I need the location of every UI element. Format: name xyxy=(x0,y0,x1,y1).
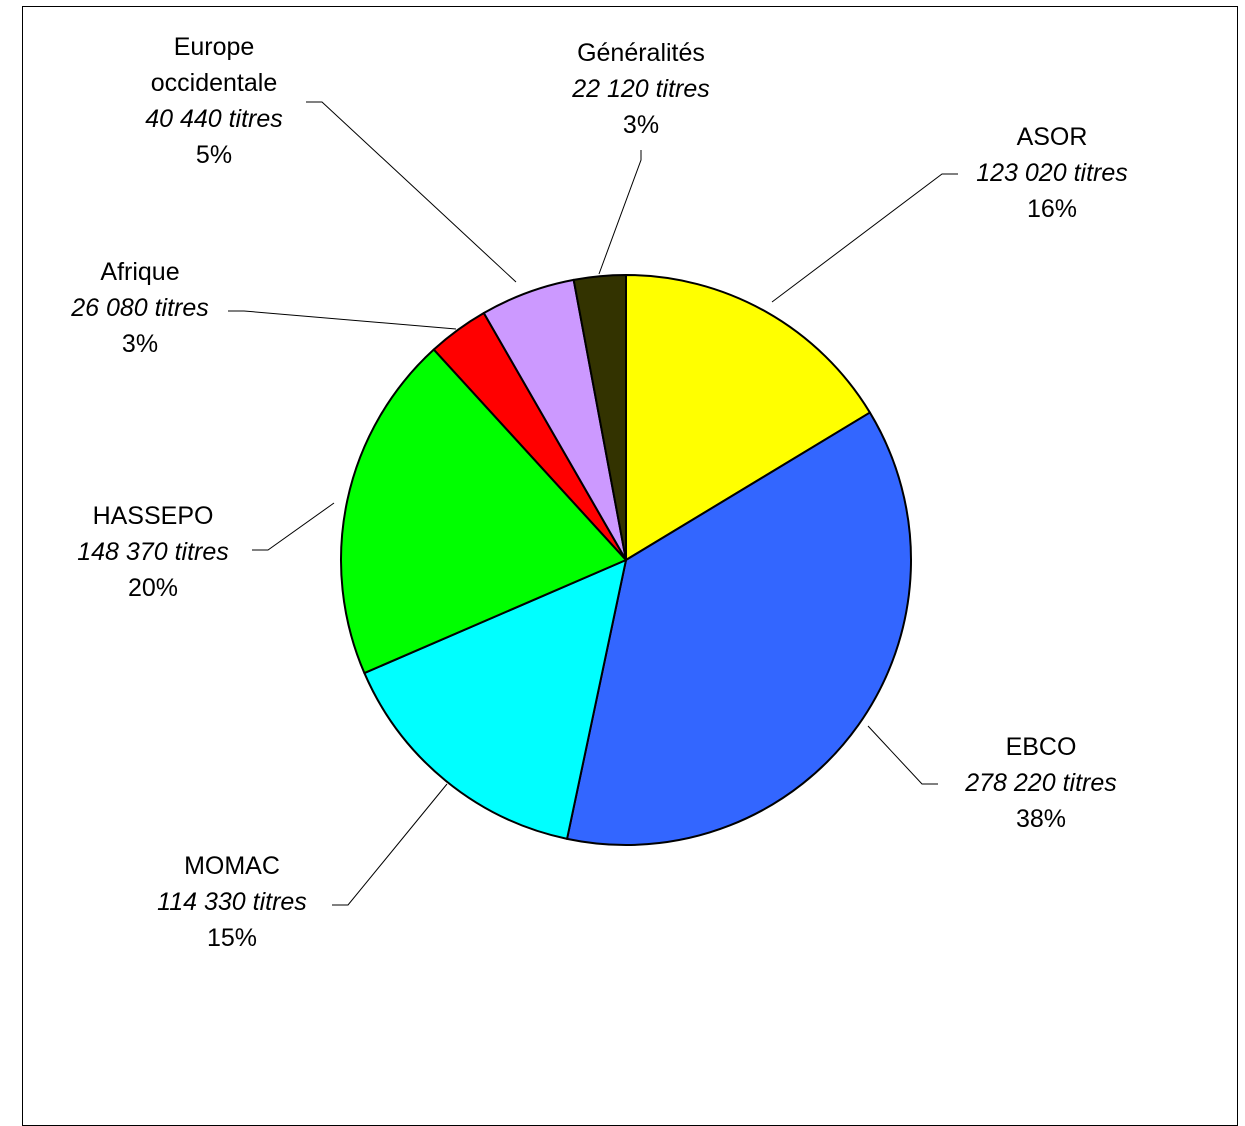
slice-label-name: Europe xyxy=(174,33,255,61)
slice-label-name: HASSEPO xyxy=(93,502,214,530)
slice-label-name: EBCO xyxy=(1006,733,1077,761)
leader-line xyxy=(252,502,335,551)
slice-label-percent: 20% xyxy=(128,574,178,602)
slice-label-percent: 3% xyxy=(122,330,158,358)
slice-label-name: Afrique xyxy=(100,258,179,286)
pie-slice-ebco xyxy=(566,411,912,846)
pie-slice-hassepo xyxy=(340,348,627,675)
slice-labels: ASOR 123 020 titres 16% EBCO 278 220 titres 3… xyxy=(70,33,1128,952)
slice-label-percent: 5% xyxy=(196,141,232,169)
leader-line xyxy=(771,173,958,303)
pie-slice-momac xyxy=(363,559,627,840)
slice-label-count: 278 220 titres xyxy=(964,769,1117,797)
slice-label-percent: 16% xyxy=(1027,195,1077,223)
slice-label-count: 26 080 titres xyxy=(70,294,209,322)
leader-lines xyxy=(228,101,958,906)
slice-label-percent: 3% xyxy=(623,111,659,139)
slice-label-name: Généralités xyxy=(577,39,705,67)
pie-slice-asor xyxy=(625,274,871,561)
leader-line xyxy=(332,783,448,906)
slice-label-percent: 15% xyxy=(207,924,257,952)
slice-label-count: 22 120 titres xyxy=(571,75,710,103)
slice-label-count: 40 440 titres xyxy=(145,105,283,133)
leader-line xyxy=(598,150,642,275)
slice-label-count: 123 020 titres xyxy=(976,159,1128,187)
pie-slice-g-n-ralit-s xyxy=(572,274,627,561)
slice-label-percent: 38% xyxy=(1016,805,1066,833)
leader-line xyxy=(228,310,457,330)
pie-slices xyxy=(340,274,912,846)
slice-label-name: occidentale xyxy=(151,69,277,97)
slice-label-count: 114 330 titres xyxy=(157,888,307,916)
leader-line xyxy=(306,101,517,283)
slice-label-count: 148 370 titres xyxy=(77,538,229,566)
slice-label-name: ASOR xyxy=(1017,123,1088,151)
slice-label-name: MOMAC xyxy=(184,852,280,880)
leader-line xyxy=(867,725,938,785)
